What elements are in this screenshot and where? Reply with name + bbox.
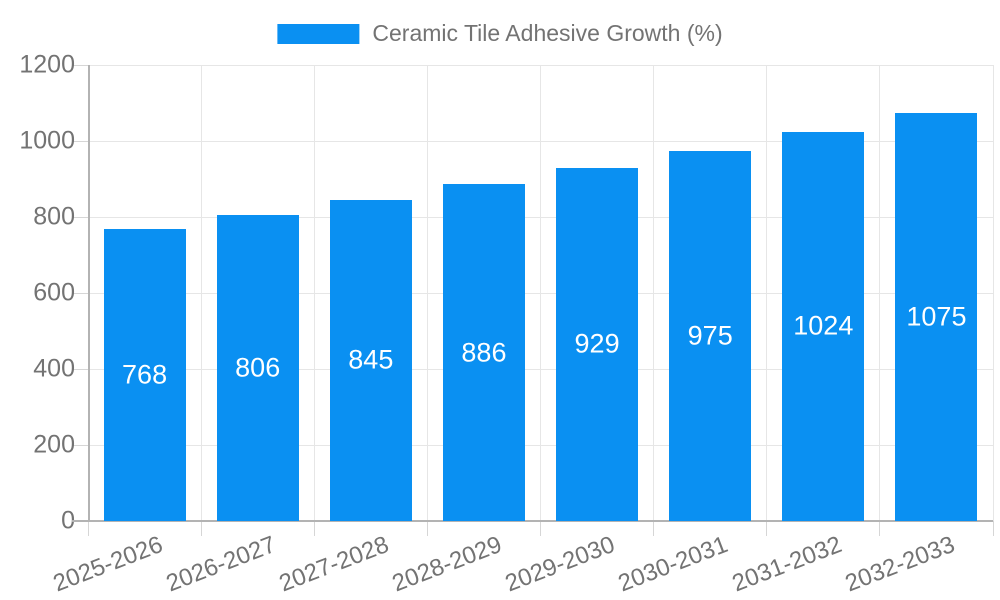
y-axis-tick [72, 140, 88, 142]
bar-value-label: 1024 [793, 310, 854, 341]
x-axis-tick [87, 521, 89, 536]
y-axis-tick [72, 216, 88, 218]
y-tick-label: 200 [33, 430, 75, 459]
gridline-vertical [653, 65, 655, 521]
y-axis-line [88, 65, 90, 521]
legend-swatch-icon [277, 23, 360, 44]
bar: 768 [103, 229, 186, 521]
y-tick-label: 1000 [19, 126, 75, 155]
gridline-vertical [426, 65, 428, 521]
bar-value-label: 1075 [906, 301, 967, 332]
gridline-vertical [313, 65, 315, 521]
bar-value-label: 975 [687, 320, 733, 351]
y-tick-label: 600 [33, 278, 75, 307]
y-axis-tick [72, 64, 88, 66]
bar-value-label: 806 [235, 352, 281, 383]
y-axis-tick [72, 368, 88, 370]
x-tick-label: 2026-2027 [162, 531, 280, 598]
y-axis-tick [72, 292, 88, 294]
x-axis-line [72, 520, 993, 522]
bar: 1075 [895, 112, 978, 521]
gridline-vertical [200, 65, 202, 521]
x-tick-label: 2029-2030 [501, 531, 619, 598]
y-tick-label: 0 [61, 506, 75, 535]
x-tick-label: 2028-2029 [388, 531, 506, 598]
gridline-vertical [879, 65, 881, 521]
bar-value-label: 845 [348, 344, 394, 375]
bar-value-label: 768 [122, 359, 168, 390]
x-axis-tick [313, 521, 315, 536]
legend-label: Ceramic Tile Adhesive Growth (%) [372, 20, 723, 46]
x-tick-label: 2025-2026 [49, 531, 167, 598]
bar: 806 [216, 214, 299, 521]
bar-value-label: 929 [574, 328, 620, 359]
x-tick-label: 2027-2028 [275, 531, 393, 598]
x-tick-label: 2032-2033 [841, 531, 959, 598]
x-axis-tick [766, 521, 768, 536]
x-tick-label: 2031-2032 [728, 531, 845, 598]
x-axis-tick [426, 521, 428, 536]
gridline-vertical [766, 65, 768, 521]
x-axis-tick [540, 521, 541, 536]
x-tick-label: 2030-2031 [615, 531, 732, 598]
bar: 886 [442, 184, 525, 521]
y-axis-tick [72, 444, 88, 446]
x-axis-tick [200, 521, 202, 536]
gridline-vertical [992, 65, 994, 521]
bar-value-label: 886 [461, 337, 507, 368]
bar: 1024 [782, 131, 865, 521]
y-tick-label: 400 [33, 354, 75, 383]
x-axis-tick [992, 521, 994, 536]
y-tick-label: 800 [33, 202, 75, 231]
bar: 845 [329, 199, 412, 521]
y-tick-label: 1200 [19, 50, 75, 79]
plot-area: 0 200 400 600 800 1000 1200 768 2025-2026 806 2026… [19, 51, 994, 597]
legend: Ceramic Tile Adhesive Growth (%) [277, 20, 723, 47]
x-axis-tick [879, 521, 881, 536]
x-axis-tick [653, 521, 655, 536]
bar: 975 [669, 150, 752, 521]
gridline-vertical [540, 65, 541, 521]
bar: 929 [556, 167, 639, 521]
